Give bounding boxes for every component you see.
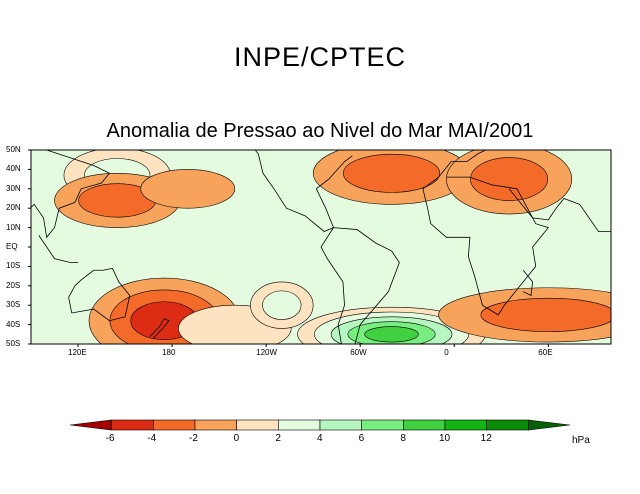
colorbar-segment [403,419,446,431]
colorbar-segment [236,419,279,431]
colorbar-tick-label: 8 [400,433,406,444]
coastline [38,235,79,263]
lat-tick-label: 50N [6,145,21,154]
header-title: INPE/CPTEC [233,42,407,72]
lat-tick-label: 20S [6,280,21,290]
coastline [438,150,486,178]
lon-tick-label: 60W [350,348,367,357]
coastline [149,318,170,339]
lon-tick-label: 180 [162,348,176,357]
lat-tick-label: 30S [6,300,21,310]
colorbar-tick-label: 10 [439,433,451,444]
lat-tick-label: 40S [6,319,21,329]
colorbar-tick-label: 2 [275,433,281,444]
coastline [68,267,131,322]
colorbar-segment [111,419,154,431]
lon-tick-label: 0 [444,348,449,357]
lat-tick-label: 10S [6,261,21,271]
colorbar-tick-label: 4 [317,433,323,444]
colorbar-segment [361,419,404,431]
colorbar-segment [69,419,112,431]
lon-tick-label: 60E [538,348,553,357]
anomaly-southern-indian-ocean-negative-anomaly [438,287,611,343]
colorbar-tick-label: -2 [189,433,198,444]
lat-tick-label: 20N [6,203,21,213]
colorbar-tick-label: 6 [358,433,365,444]
lon-tick-label: 120E [68,348,87,357]
lat-tick-label: 10N [6,222,21,232]
map-title: Anomalia de Pressao ao Nivel do Mar MAI/… [106,120,534,142]
anomaly-north-atlantic-negative-anomaly [312,150,471,205]
colorbar-segment [444,419,487,431]
colorbar-segment [319,419,362,431]
lat-tick-label: 50S [6,339,21,348]
colorbar-tick-label: 12 [480,433,492,444]
coastline [31,150,111,239]
coastline [203,150,353,232]
colorbar-tick-label: 0 [233,433,240,444]
colorbar-tick-label: -6 [105,433,115,444]
lon-tick-label: 120W [256,348,278,357]
anomaly-southeast-pacific-positive-anomaly [250,281,314,329]
colorbar-segment [278,419,321,431]
lat-tick-label: 40N [6,164,21,174]
colorbar-units: hPa [572,435,590,446]
anomaly-eurasia-negative-anomaly [446,150,573,215]
lat-tick-label: 30N [6,183,21,193]
colorbar-tick-label: -4 [147,433,157,444]
coastline [522,270,534,297]
anomaly-northeast-pacific-negative-anomaly [140,169,236,209]
coastline [422,176,549,316]
colorbar-segment [194,419,237,431]
coastline [320,227,400,344]
lat-tick-label: EQ [6,242,18,251]
colorbar-segment [528,419,571,431]
colorbar-segment [153,419,196,431]
colorbar-segment [486,419,529,431]
coastline [508,188,611,232]
